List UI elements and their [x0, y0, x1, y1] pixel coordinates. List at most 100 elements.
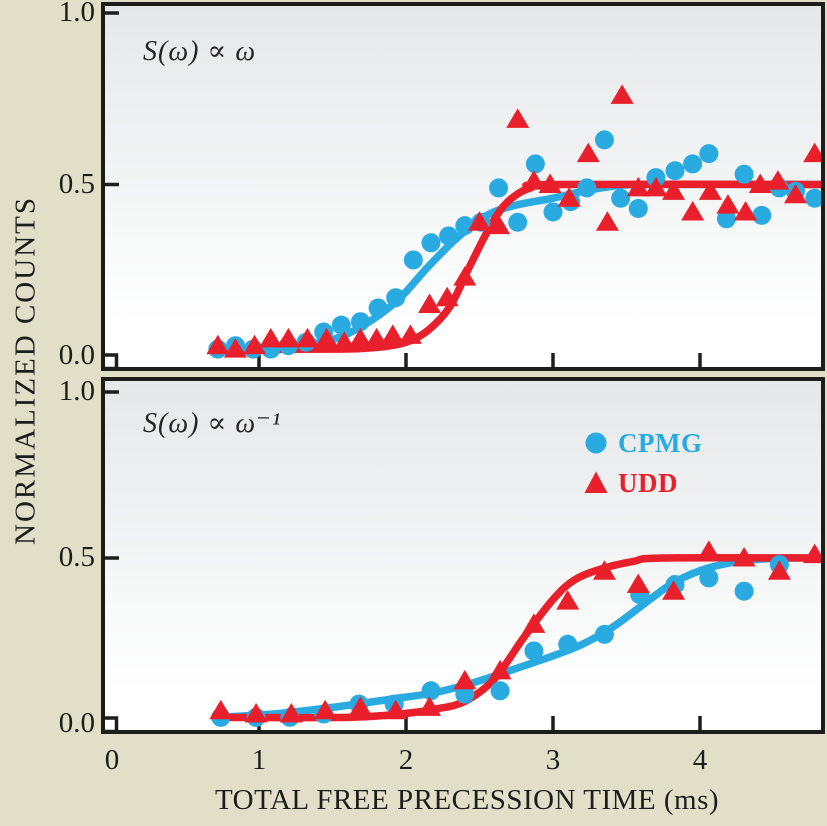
panel-bottom-svg — [105, 390, 821, 730]
cpmg-data-point — [403, 250, 423, 270]
udd-data-point — [538, 173, 562, 193]
udd-data-point — [384, 699, 408, 720]
udd-data-point — [418, 293, 442, 314]
y-tick-label: 1.0 — [58, 374, 95, 407]
cpmg-data-point — [543, 202, 563, 222]
udd-data-point — [296, 327, 320, 348]
origin-notch — [105, 353, 119, 367]
udd-data-point — [315, 327, 339, 348]
cpmg-data-point — [611, 188, 631, 208]
udd-data-point — [610, 84, 634, 104]
udd-data-point — [626, 176, 650, 197]
x-tick-label: 2 — [398, 744, 414, 776]
udd-data-point — [803, 543, 821, 564]
cpmg-data-point — [490, 681, 510, 701]
udd-data-point — [244, 703, 268, 723]
udd-data-point — [716, 194, 740, 214]
udd-data-point — [556, 590, 580, 610]
udd-data-point — [662, 180, 686, 200]
y-tick-label: 1.0 — [58, 0, 95, 28]
udd-data-point — [468, 211, 491, 231]
udd-fit-curve — [211, 553, 821, 722]
cpmg-data-point — [368, 298, 388, 318]
cpmg-data-point — [489, 178, 509, 198]
udd-data-point — [626, 573, 650, 594]
cpmg-circle-icon — [585, 432, 607, 454]
cpmg-data-point — [805, 188, 821, 208]
udd-data-point — [487, 214, 511, 235]
udd-data-point — [398, 324, 422, 344]
udd-data-point — [784, 183, 808, 204]
udd-data-point — [223, 338, 247, 358]
panel-bottom-annotation: S(ω) ∝ ω⁻¹ — [143, 408, 282, 439]
cpmg-data-point — [628, 199, 648, 219]
udd-data-point — [557, 187, 581, 207]
cpmg-data-point — [752, 205, 772, 225]
udd-data-point — [206, 334, 230, 355]
udd-data-point — [697, 540, 721, 560]
udd-data-point — [381, 324, 405, 344]
udd-data-point — [592, 560, 616, 580]
udd-data-point — [435, 286, 459, 307]
udd-data-point — [348, 327, 372, 348]
udd-data-point — [488, 659, 512, 680]
udd-data-point — [506, 108, 530, 128]
cpmg-data-point — [455, 684, 475, 704]
udd-data-point — [698, 180, 722, 200]
udd-data-point — [453, 266, 477, 286]
udd-data-point — [644, 176, 668, 197]
y-tick-label: 0.0 — [58, 706, 95, 739]
panel-top-svg — [105, 11, 821, 367]
udd-data-point — [209, 699, 233, 720]
cpmg-data-point — [508, 212, 528, 232]
udd-data-point — [576, 142, 600, 163]
cpmg-data-point — [594, 624, 614, 644]
cpmg-data-point — [665, 161, 685, 181]
udd-data-point — [259, 327, 283, 348]
udd-data-point — [522, 613, 546, 633]
cpmg-data-point — [421, 681, 441, 701]
cpmg-data-point — [716, 209, 736, 229]
udd-data-point — [767, 560, 791, 580]
udd-data-point — [662, 580, 686, 600]
cpmg-data-point — [577, 178, 597, 198]
udd-data-point — [803, 142, 821, 163]
legend: CPMG UDD — [583, 423, 702, 503]
cpmg-data-point — [421, 233, 441, 253]
udd-data-point — [681, 200, 705, 221]
cpmg-data-point — [386, 288, 406, 308]
legend-label-udd: UDD — [618, 467, 678, 498]
cpmg-data-point — [558, 634, 578, 654]
panel-top-annotation: S(ω) ∝ ω — [143, 36, 257, 67]
udd-data-point — [732, 547, 756, 567]
x-tick-label: 3 — [545, 744, 561, 776]
cpmg-data-point — [734, 164, 754, 184]
y-tick-label: 0.5 — [58, 167, 95, 200]
cpmg-data-point — [331, 315, 351, 335]
udd-data-point — [595, 211, 619, 231]
udd-data-point — [348, 696, 372, 716]
udd-data-point — [418, 696, 442, 716]
cpmg-fit-curve — [211, 554, 821, 722]
udd-data-point — [734, 200, 758, 221]
cpmg-data-point — [525, 154, 545, 174]
x-axis-title: TOTAL FREE PRECESSION TIME (ms) — [214, 784, 720, 816]
cpmg-data-point — [594, 130, 614, 150]
y-tick-label: 0.0 — [58, 338, 95, 371]
udd-data-point — [279, 703, 303, 723]
legend-item-cpmg: CPMG — [583, 423, 702, 463]
udd-data-point — [766, 170, 790, 190]
cpmg-data-point — [699, 144, 719, 164]
cpmg-data-point — [524, 641, 544, 661]
udd-data-point — [453, 669, 477, 690]
origin-notch — [105, 716, 119, 730]
cpmg-data-point — [439, 226, 459, 246]
cpmg-data-point — [734, 581, 754, 601]
x-tick-label: 4 — [692, 744, 708, 776]
cpmg-data-point — [350, 312, 370, 332]
cpmg-data-point — [699, 568, 719, 588]
cpmg-data-point — [683, 154, 703, 174]
udd-data-point — [276, 327, 300, 348]
legend-label-cpmg: CPMG — [618, 427, 703, 458]
